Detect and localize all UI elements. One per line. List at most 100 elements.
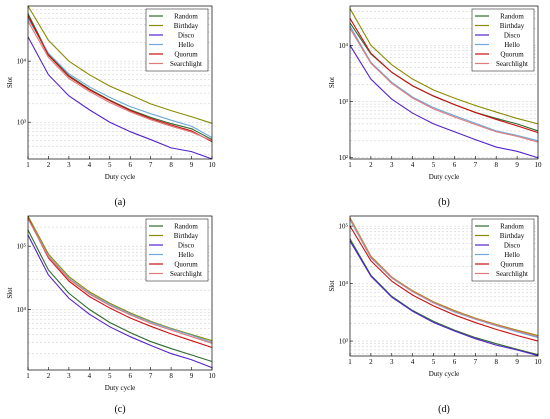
series-line-hello <box>27 217 213 343</box>
plot-frame <box>27 5 213 160</box>
x-tick-label: 10 <box>535 161 543 169</box>
y-tick-label: 10³ <box>339 98 348 106</box>
series-line-searchlight <box>349 218 539 338</box>
series-line-quorum <box>349 225 539 342</box>
x-tick-label: 2 <box>369 161 373 169</box>
series-line-disco <box>27 234 213 369</box>
y-axis-label: Slot <box>6 287 14 298</box>
legend-entry: Searchlight <box>496 270 528 278</box>
legend-entry: Hello <box>178 41 194 49</box>
x-tick-label: 6 <box>128 372 132 380</box>
x-tick-label: 9 <box>190 372 194 380</box>
legend-entry: Hello <box>504 41 520 49</box>
series-line-random <box>27 229 213 363</box>
legend-entry: Birthday <box>500 22 525 30</box>
legend-entry: Quorum <box>500 51 524 59</box>
x-tick-label: 1 <box>348 358 352 366</box>
series-line-hello <box>349 25 539 142</box>
x-tick-label: 1 <box>26 161 30 169</box>
x-tick-label: 7 <box>474 358 478 366</box>
x-axis-label: Duty cycle <box>105 384 136 392</box>
legend-box <box>471 218 535 282</box>
x-tick-label: 8 <box>169 161 173 169</box>
legend-entry: Disco <box>504 242 521 250</box>
plot-frame <box>349 5 539 160</box>
panel-label: (a) <box>114 197 125 208</box>
legend-entry: Searchlight <box>170 270 202 278</box>
legend-entry: Hello <box>504 251 520 259</box>
x-tick-label: 5 <box>108 372 112 380</box>
x-tick-label: 4 <box>411 161 415 169</box>
legend-entry: Birthday <box>174 22 199 30</box>
legend-entry: Quorum <box>174 51 198 59</box>
x-tick-label: 9 <box>190 161 194 169</box>
y-tick-label: 10⁴ <box>339 42 349 50</box>
series-line-searchlight <box>349 28 539 143</box>
x-tick-label: 6 <box>128 161 132 169</box>
series-line-quorum <box>27 15 213 143</box>
x-tick-label: 1 <box>348 161 352 169</box>
x-tick-label: 3 <box>390 358 394 366</box>
legend-entry: Random <box>500 13 524 21</box>
x-tick-label: 2 <box>369 358 373 366</box>
legend-entry: Random <box>174 13 198 21</box>
x-tick-label: 7 <box>149 372 153 380</box>
x-tick-label: 2 <box>47 372 51 380</box>
x-tick-label: 3 <box>390 161 394 169</box>
x-tick-label: 2 <box>47 161 51 169</box>
x-tick-label: 4 <box>88 372 92 380</box>
y-tick-label: 10² <box>339 154 348 162</box>
y-axis-label: Slot <box>6 77 14 88</box>
x-tick-label: 6 <box>453 358 457 366</box>
legend-box <box>145 218 209 282</box>
legend-entry: Random <box>500 223 524 231</box>
panel-4: 1 2 3 4 5 6 7 8 9 10 10³ 10⁴ 10⁵ Duty cycle Slot Random… <box>328 215 543 415</box>
x-tick-label: 8 <box>494 358 498 366</box>
legend-entry: Birthday <box>500 232 525 240</box>
x-axis-label: Duty cycle <box>105 173 136 181</box>
x-tick-label: 7 <box>149 161 153 169</box>
x-tick-label: 10 <box>209 161 217 169</box>
x-tick-label: 10 <box>535 358 543 366</box>
legend-entry: Quorum <box>500 261 524 269</box>
x-tick-label: 5 <box>432 358 436 366</box>
panel-3: 1 2 3 4 5 6 7 8 9 10 10⁴ 10⁵ Duty cycle Slot RandomBir… <box>6 215 216 415</box>
x-axis-label: Duty cycle <box>429 173 460 181</box>
legend-box <box>471 8 535 72</box>
legend-entry: Searchlight <box>170 60 202 68</box>
y-tick-label: 10⁴ <box>339 280 349 288</box>
x-axis-label: Duty cycle <box>429 370 460 378</box>
series-line-quorum <box>27 217 213 348</box>
series-line-birthday <box>349 8 539 125</box>
x-tick-label: 8 <box>494 161 498 169</box>
plot-frame <box>27 215 213 371</box>
series-line-quorum <box>349 18 539 134</box>
x-tick-label: 5 <box>108 161 112 169</box>
plot-frame <box>349 215 539 357</box>
legend-entry: Hello <box>178 251 194 259</box>
legend-box <box>145 8 209 72</box>
legend-entry: Random <box>174 223 198 231</box>
x-tick-label: 8 <box>169 372 173 380</box>
x-tick-label: 3 <box>67 372 71 380</box>
series-line-searchlight <box>27 20 213 142</box>
panel-label: (c) <box>114 404 125 415</box>
y-tick-label: 10³ <box>339 338 348 346</box>
series-line-disco <box>349 240 539 357</box>
x-tick-label: 6 <box>453 161 457 169</box>
series-line-random <box>349 238 539 356</box>
series-line-searchlight <box>27 218 213 344</box>
series-line-disco <box>27 36 213 160</box>
x-tick-label: 4 <box>88 161 92 169</box>
panel-label: (d) <box>438 404 450 415</box>
y-tick-label: 10⁴ <box>17 58 27 66</box>
x-tick-label: 9 <box>515 161 519 169</box>
x-tick-label: 7 <box>474 161 478 169</box>
legend-entry: Disco <box>504 32 521 40</box>
y-axis-label: Slot <box>328 280 336 291</box>
legend-entry: Disco <box>178 32 195 40</box>
legend-entry: Birthday <box>174 232 199 240</box>
legend-entry: Quorum <box>174 261 198 269</box>
